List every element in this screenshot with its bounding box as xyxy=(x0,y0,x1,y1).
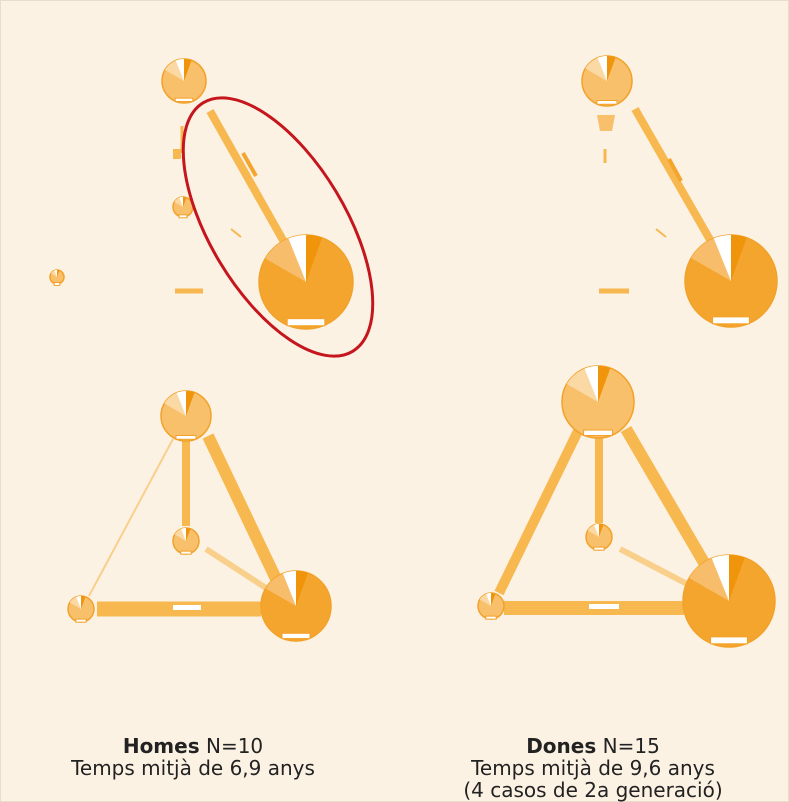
node-base xyxy=(596,100,618,105)
link xyxy=(655,228,667,238)
link xyxy=(667,158,683,182)
link xyxy=(230,228,242,238)
pie-slice xyxy=(713,235,731,281)
count: N=10 xyxy=(205,734,264,758)
link-stub xyxy=(173,149,181,159)
count: N=15 xyxy=(602,734,660,758)
node-base xyxy=(175,435,197,440)
pie-slice xyxy=(181,528,186,541)
note: (4 casos de 2a generació) xyxy=(463,778,723,802)
pie-slice xyxy=(584,366,598,402)
link-stub xyxy=(597,115,615,131)
node-base xyxy=(281,632,311,640)
link xyxy=(204,546,268,591)
pie-slice xyxy=(597,56,607,81)
node-base xyxy=(174,97,194,102)
pie-slice xyxy=(183,197,187,207)
link xyxy=(494,428,583,596)
pie-slice xyxy=(731,235,747,281)
pie-slice xyxy=(598,366,611,402)
pie-slice xyxy=(491,593,496,606)
pie-slice xyxy=(282,571,296,606)
pie-slice xyxy=(288,235,306,282)
pie-slice xyxy=(594,524,599,537)
pie-slice xyxy=(186,528,191,541)
link-label xyxy=(589,604,619,609)
caption: Temps mitjà de 6,9 anys xyxy=(71,756,315,780)
pie-slice xyxy=(176,391,186,416)
caption-women: Dones N=15 Temps mitjà de 9,6 anys (4 ca… xyxy=(413,735,773,801)
pie-slice xyxy=(175,59,184,81)
pie-slice xyxy=(54,270,57,277)
link xyxy=(241,152,258,177)
pie-slice xyxy=(486,593,491,606)
node-base xyxy=(75,618,87,623)
node-base xyxy=(583,429,613,436)
node-base xyxy=(180,550,192,555)
node-base xyxy=(53,281,61,286)
link xyxy=(620,425,712,570)
pie-slice xyxy=(179,197,183,207)
node-base xyxy=(593,546,605,551)
pie-slice xyxy=(76,596,81,609)
pie-slice xyxy=(296,571,308,606)
pie-slice xyxy=(607,56,616,81)
pie-slice xyxy=(599,524,604,537)
pie-slice xyxy=(184,59,192,81)
label: Dones xyxy=(526,734,597,758)
pie-slice xyxy=(306,235,323,282)
link xyxy=(88,438,174,597)
caption: Temps mitjà de 9,6 anys xyxy=(471,756,715,780)
caption-men: Homes N=10 Temps mitjà de 6,9 anys xyxy=(13,735,373,779)
node-base xyxy=(286,318,326,327)
highlight-ellipse xyxy=(181,96,375,358)
pie-slice xyxy=(81,596,86,609)
link xyxy=(631,107,717,247)
node-base xyxy=(710,636,748,645)
node-base xyxy=(712,316,750,325)
link xyxy=(202,433,283,584)
pie-slice xyxy=(57,270,60,277)
link-label xyxy=(173,605,201,610)
network-diagram xyxy=(49,55,778,648)
label: Homes xyxy=(122,734,200,758)
pie-slice xyxy=(711,555,729,601)
link xyxy=(618,546,693,589)
pie-slice xyxy=(186,391,195,416)
link xyxy=(206,109,292,251)
node-base xyxy=(485,615,497,620)
pie-slice xyxy=(729,555,745,601)
node-base xyxy=(178,214,188,219)
